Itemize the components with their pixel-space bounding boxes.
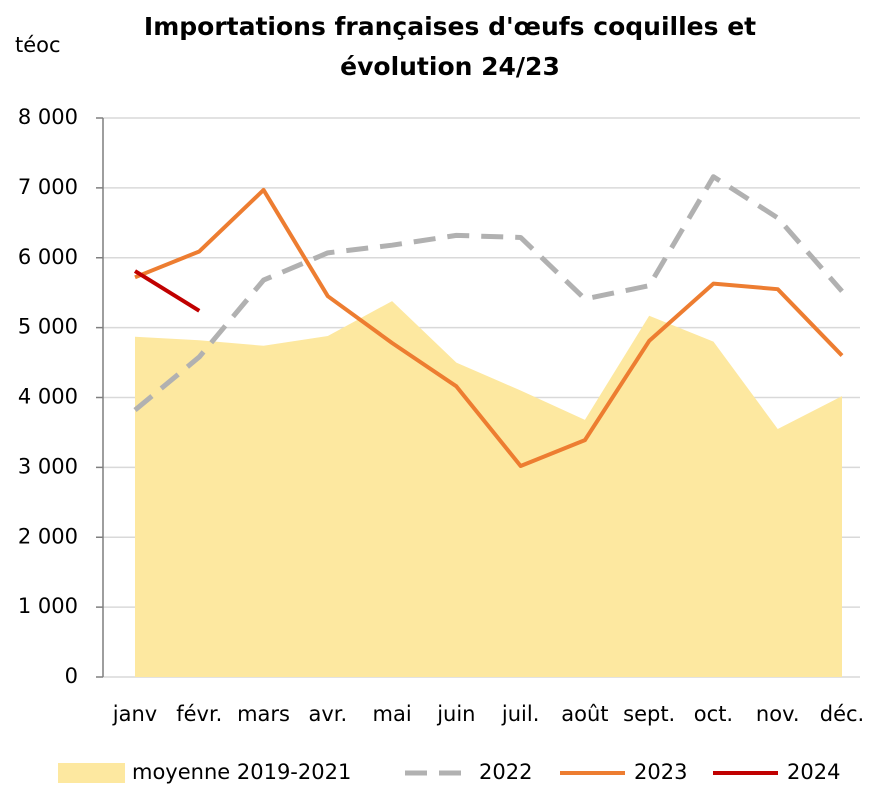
legend-label: 2022 <box>479 760 532 784</box>
legend-label: 2024 <box>787 760 840 784</box>
y-tick-label: 3 000 <box>18 454 78 478</box>
x-tick-label: juin <box>436 702 475 726</box>
x-tick-label: mars <box>237 702 290 726</box>
legend-swatch <box>58 763 125 783</box>
x-tick-label: sept. <box>623 702 675 726</box>
y-tick-label: 6 000 <box>18 245 78 269</box>
x-tick-label: avr. <box>308 702 347 726</box>
y-tick-label: 7 000 <box>18 175 78 199</box>
x-tick-label: oct. <box>694 702 733 726</box>
x-tick-label: mai <box>373 702 412 726</box>
y-tick-label: 1 000 <box>18 594 78 618</box>
x-tick-label: août <box>561 702 608 726</box>
line <box>134 187 844 468</box>
y-tick-label: 0 <box>65 664 78 688</box>
x-tick-label: juil. <box>501 702 540 726</box>
chart-title: évolution 24/23 <box>340 52 560 81</box>
y-tick-label: 4 000 <box>18 385 78 409</box>
x-tick-label: déc. <box>820 702 864 726</box>
line <box>133 269 201 313</box>
line <box>133 174 844 413</box>
y-tick-label: 8 000 <box>18 105 78 129</box>
area <box>135 301 842 677</box>
y-tick-label: 5 000 <box>18 315 78 339</box>
y-axis-label: téoc <box>15 33 61 57</box>
y-tick-label: 2 000 <box>18 524 78 548</box>
legend-label: moyenne 2019-2021 <box>132 760 351 784</box>
x-tick-label: janv <box>112 702 157 726</box>
x-tick-label: nov. <box>756 702 800 726</box>
legend-label: 2023 <box>634 760 687 784</box>
x-tick-label: févr. <box>176 702 222 726</box>
chart-title: Importations françaises d'œufs coquilles… <box>144 12 756 41</box>
